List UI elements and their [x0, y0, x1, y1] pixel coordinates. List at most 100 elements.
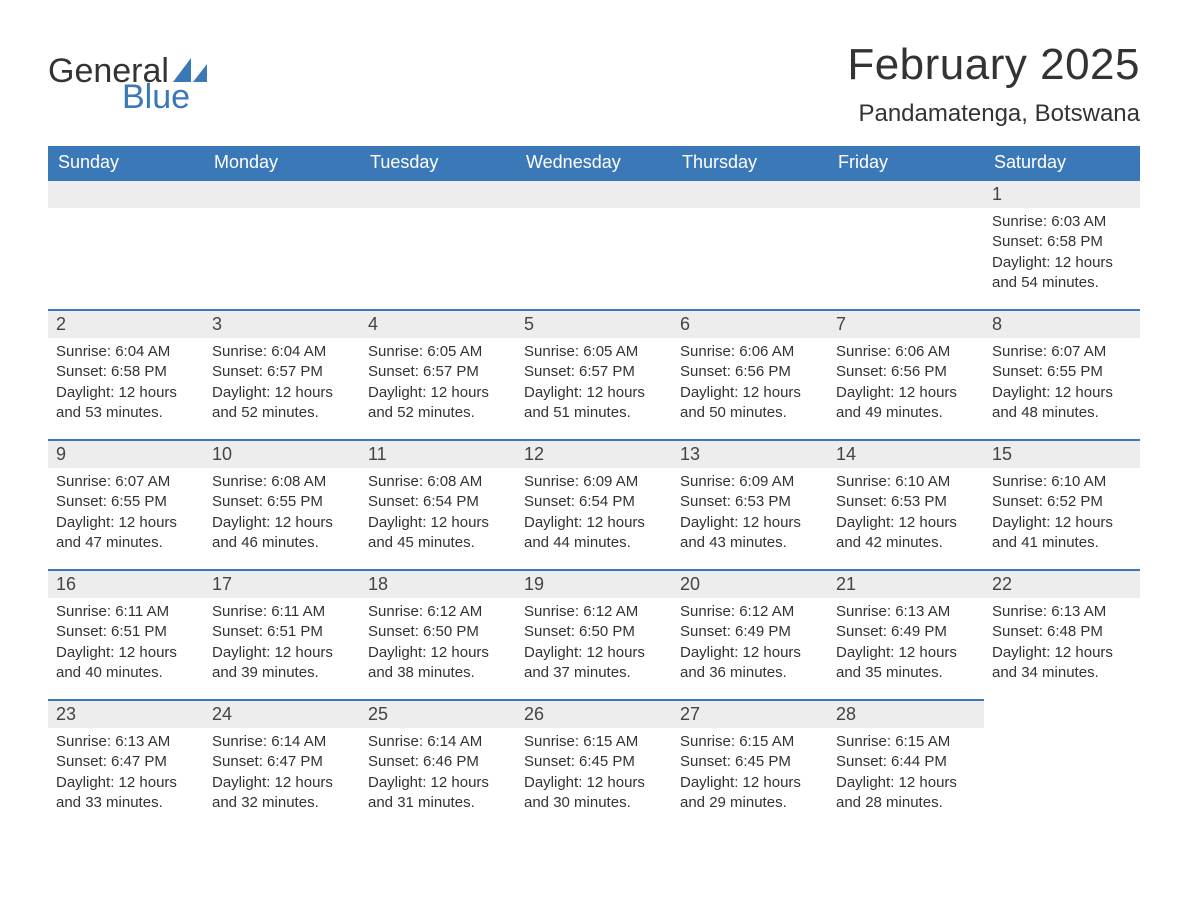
sunrise-text: Sunrise: 6:11 AM	[212, 602, 352, 622]
day-details: Sunrise: 6:11 AMSunset: 6:51 PMDaylight:…	[204, 598, 360, 699]
day-details: Sunrise: 6:15 AMSunset: 6:45 PMDaylight:…	[672, 728, 828, 829]
day-details	[828, 208, 984, 228]
day-number: .	[672, 179, 828, 208]
weekday-header: Friday	[828, 146, 984, 179]
calendar-day-cell: 15Sunrise: 6:10 AMSunset: 6:52 PMDayligh…	[984, 439, 1140, 569]
daylight-text: Daylight: 12 hours and 41 minutes.	[992, 513, 1132, 554]
sunrise-text: Sunrise: 6:07 AM	[56, 472, 196, 492]
day-details: Sunrise: 6:07 AMSunset: 6:55 PMDaylight:…	[48, 468, 204, 569]
day-details: Sunrise: 6:15 AMSunset: 6:45 PMDaylight:…	[516, 728, 672, 829]
calendar-week-row: 2Sunrise: 6:04 AMSunset: 6:58 PMDaylight…	[48, 309, 1140, 439]
sunrise-text: Sunrise: 6:12 AM	[524, 602, 664, 622]
sunrise-text: Sunrise: 6:09 AM	[524, 472, 664, 492]
logo-word-blue: Blue	[122, 80, 207, 114]
calendar-day-cell: 1Sunrise: 6:03 AMSunset: 6:58 PMDaylight…	[984, 179, 1140, 309]
daylight-text: Daylight: 12 hours and 31 minutes.	[368, 773, 508, 814]
day-details: Sunrise: 6:08 AMSunset: 6:55 PMDaylight:…	[204, 468, 360, 569]
day-number: 27	[672, 699, 828, 728]
day-details: Sunrise: 6:09 AMSunset: 6:53 PMDaylight:…	[672, 468, 828, 569]
calendar-day-cell: 9Sunrise: 6:07 AMSunset: 6:55 PMDaylight…	[48, 439, 204, 569]
sunrise-text: Sunrise: 6:15 AM	[680, 732, 820, 752]
day-number: 7	[828, 309, 984, 338]
calendar-day-cell: .	[672, 179, 828, 309]
sunset-text: Sunset: 6:58 PM	[992, 232, 1132, 252]
sunrise-text: Sunrise: 6:04 AM	[56, 342, 196, 362]
daylight-text: Daylight: 12 hours and 53 minutes.	[56, 383, 196, 424]
sunset-text: Sunset: 6:53 PM	[836, 492, 976, 512]
day-details	[48, 208, 204, 228]
daylight-text: Daylight: 12 hours and 52 minutes.	[368, 383, 508, 424]
page-header: General Blue February 2025 Pandamatenga,…	[48, 40, 1140, 128]
sunset-text: Sunset: 6:47 PM	[212, 752, 352, 772]
day-details: Sunrise: 6:04 AMSunset: 6:58 PMDaylight:…	[48, 338, 204, 439]
sunset-text: Sunset: 6:45 PM	[680, 752, 820, 772]
daylight-text: Daylight: 12 hours and 45 minutes.	[368, 513, 508, 554]
day-details: Sunrise: 6:08 AMSunset: 6:54 PMDaylight:…	[360, 468, 516, 569]
day-details: Sunrise: 6:13 AMSunset: 6:47 PMDaylight:…	[48, 728, 204, 829]
calendar-week-row: 16Sunrise: 6:11 AMSunset: 6:51 PMDayligh…	[48, 569, 1140, 699]
daylight-text: Daylight: 12 hours and 33 minutes.	[56, 773, 196, 814]
daylight-text: Daylight: 12 hours and 49 minutes.	[836, 383, 976, 424]
day-number: .	[360, 179, 516, 208]
day-number: 16	[48, 569, 204, 598]
daylight-text: Daylight: 12 hours and 35 minutes.	[836, 643, 976, 684]
daylight-text: Daylight: 12 hours and 54 minutes.	[992, 253, 1132, 294]
day-number: 23	[48, 699, 204, 728]
day-details: Sunrise: 6:05 AMSunset: 6:57 PMDaylight:…	[360, 338, 516, 439]
calendar-day-cell: .	[48, 179, 204, 309]
sunset-text: Sunset: 6:54 PM	[524, 492, 664, 512]
day-number: 1	[984, 179, 1140, 208]
day-details: Sunrise: 6:05 AMSunset: 6:57 PMDaylight:…	[516, 338, 672, 439]
calendar-day-cell: 19Sunrise: 6:12 AMSunset: 6:50 PMDayligh…	[516, 569, 672, 699]
sunrise-text: Sunrise: 6:08 AM	[368, 472, 508, 492]
calendar-day-cell: 2Sunrise: 6:04 AMSunset: 6:58 PMDaylight…	[48, 309, 204, 439]
day-number: 5	[516, 309, 672, 338]
day-number: 28	[828, 699, 984, 728]
calendar-day-cell: 24Sunrise: 6:14 AMSunset: 6:47 PMDayligh…	[204, 699, 360, 829]
day-number: 17	[204, 569, 360, 598]
day-details: Sunrise: 6:14 AMSunset: 6:47 PMDaylight:…	[204, 728, 360, 829]
calendar-day-cell	[984, 699, 1140, 829]
sunrise-text: Sunrise: 6:03 AM	[992, 212, 1132, 232]
calendar-day-cell: 13Sunrise: 6:09 AMSunset: 6:53 PMDayligh…	[672, 439, 828, 569]
day-details	[516, 208, 672, 228]
day-details: Sunrise: 6:11 AMSunset: 6:51 PMDaylight:…	[48, 598, 204, 699]
daylight-text: Daylight: 12 hours and 30 minutes.	[524, 773, 664, 814]
day-details: Sunrise: 6:10 AMSunset: 6:53 PMDaylight:…	[828, 468, 984, 569]
calendar-day-cell: 5Sunrise: 6:05 AMSunset: 6:57 PMDaylight…	[516, 309, 672, 439]
calendar-day-cell: 27Sunrise: 6:15 AMSunset: 6:45 PMDayligh…	[672, 699, 828, 829]
weekday-header: Thursday	[672, 146, 828, 179]
calendar-body: ......1Sunrise: 6:03 AMSunset: 6:58 PMDa…	[48, 179, 1140, 829]
day-details: Sunrise: 6:03 AMSunset: 6:58 PMDaylight:…	[984, 208, 1140, 309]
day-number: 2	[48, 309, 204, 338]
calendar-day-cell: 28Sunrise: 6:15 AMSunset: 6:44 PMDayligh…	[828, 699, 984, 829]
sunset-text: Sunset: 6:50 PM	[524, 622, 664, 642]
sunrise-text: Sunrise: 6:15 AM	[524, 732, 664, 752]
daylight-text: Daylight: 12 hours and 40 minutes.	[56, 643, 196, 684]
sunset-text: Sunset: 6:57 PM	[212, 362, 352, 382]
sunset-text: Sunset: 6:56 PM	[836, 362, 976, 382]
sunset-text: Sunset: 6:54 PM	[368, 492, 508, 512]
day-number: 14	[828, 439, 984, 468]
sunrise-text: Sunrise: 6:07 AM	[992, 342, 1132, 362]
calendar-day-cell: 16Sunrise: 6:11 AMSunset: 6:51 PMDayligh…	[48, 569, 204, 699]
weekday-header: Monday	[204, 146, 360, 179]
day-number: 20	[672, 569, 828, 598]
calendar-week-row: 23Sunrise: 6:13 AMSunset: 6:47 PMDayligh…	[48, 699, 1140, 829]
calendar-day-cell: 23Sunrise: 6:13 AMSunset: 6:47 PMDayligh…	[48, 699, 204, 829]
daylight-text: Daylight: 12 hours and 32 minutes.	[212, 773, 352, 814]
daylight-text: Daylight: 12 hours and 48 minutes.	[992, 383, 1132, 424]
daylight-text: Daylight: 12 hours and 39 minutes.	[212, 643, 352, 684]
daylight-text: Daylight: 12 hours and 44 minutes.	[524, 513, 664, 554]
day-details: Sunrise: 6:15 AMSunset: 6:44 PMDaylight:…	[828, 728, 984, 829]
calendar-day-cell: 17Sunrise: 6:11 AMSunset: 6:51 PMDayligh…	[204, 569, 360, 699]
calendar-day-cell: 11Sunrise: 6:08 AMSunset: 6:54 PMDayligh…	[360, 439, 516, 569]
day-details: Sunrise: 6:09 AMSunset: 6:54 PMDaylight:…	[516, 468, 672, 569]
sunset-text: Sunset: 6:47 PM	[56, 752, 196, 772]
sunrise-text: Sunrise: 6:11 AM	[56, 602, 196, 622]
day-details: Sunrise: 6:12 AMSunset: 6:50 PMDaylight:…	[360, 598, 516, 699]
calendar: SundayMondayTuesdayWednesdayThursdayFrid…	[48, 146, 1140, 829]
calendar-day-cell: 18Sunrise: 6:12 AMSunset: 6:50 PMDayligh…	[360, 569, 516, 699]
daylight-text: Daylight: 12 hours and 52 minutes.	[212, 383, 352, 424]
sunset-text: Sunset: 6:49 PM	[680, 622, 820, 642]
